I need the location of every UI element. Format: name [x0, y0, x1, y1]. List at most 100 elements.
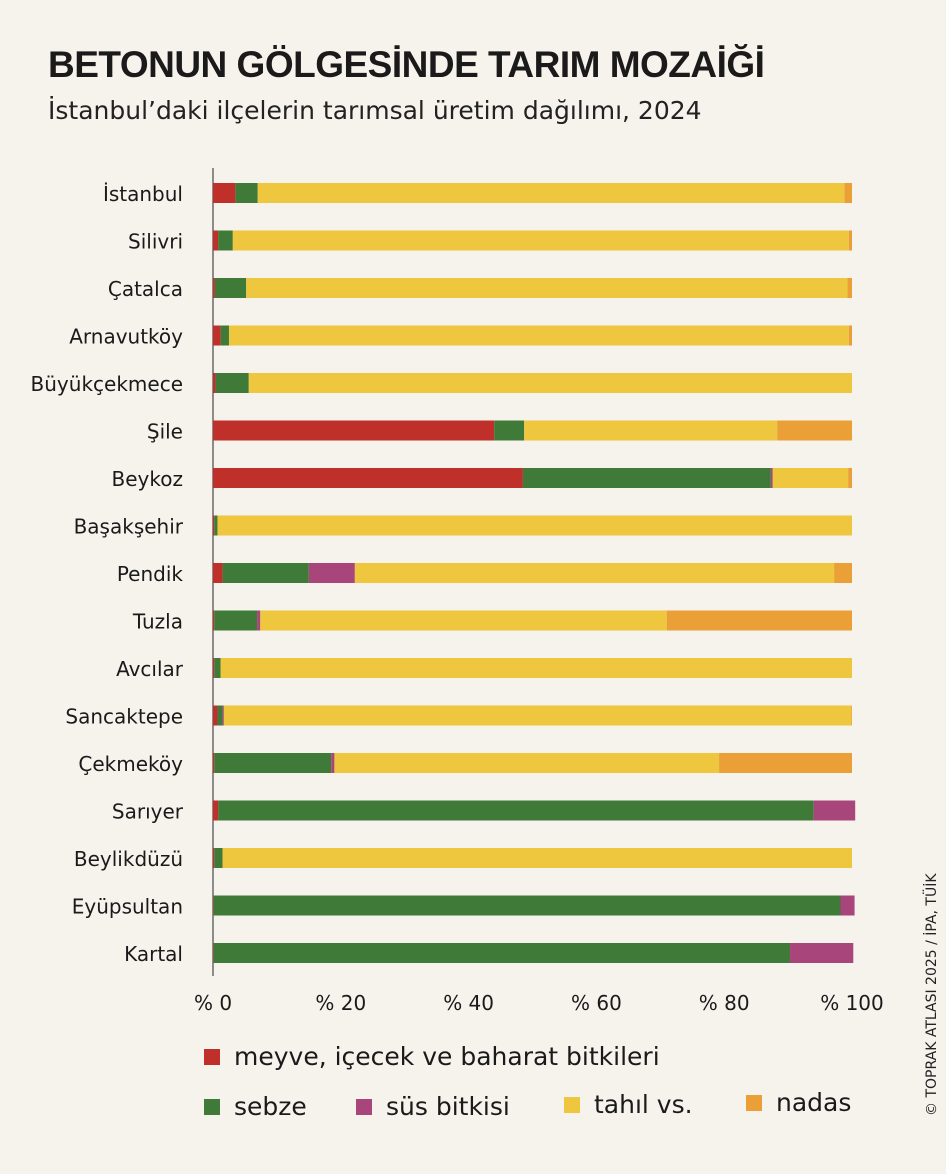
- bar-segment-tahil: [772, 468, 849, 488]
- bar-segment-meyve: [213, 848, 215, 868]
- bar-segment-sebze: [522, 468, 771, 488]
- bar-segment-meyve: [213, 230, 219, 251]
- category-label: Avcılar: [116, 657, 184, 681]
- category-label: Pendik: [117, 562, 184, 586]
- bar-segment-nadas: [666, 610, 852, 631]
- category-label: Kartal: [124, 942, 183, 966]
- category-label: Çatalca: [108, 277, 183, 301]
- bar-segment-meyve: [213, 278, 215, 298]
- legend-label-sus: süs bitkisi: [386, 1092, 510, 1121]
- bar-segment-nadas: [851, 705, 852, 726]
- bar-segment-sus: [790, 943, 854, 963]
- bar-segment-sebze: [222, 563, 309, 583]
- category-label: Şile: [147, 420, 183, 444]
- legend-item-sebze: sebze: [204, 1092, 307, 1121]
- bar-segment-meyve: [213, 420, 495, 441]
- bar-segment-tahil: [246, 278, 848, 298]
- bar-segment-meyve: [213, 895, 214, 916]
- bar-segment-nadas: [777, 420, 852, 441]
- bar-segment-sus: [222, 705, 224, 726]
- x-tick-label: % 40: [443, 991, 494, 1015]
- legend-item-nadas: nadas: [746, 1088, 851, 1117]
- legend-item-meyve: meyve, içecek ve baharat bitkileri: [204, 1042, 660, 1071]
- legend-swatch-sus: [356, 1098, 372, 1115]
- bar-segment-sebze: [213, 895, 841, 916]
- source-credit: © TOPRAK ATLASI 2025 / İPA, TÜİK: [924, 873, 940, 1116]
- category-label: Silivri: [128, 230, 183, 254]
- bar-segment-sebze: [214, 515, 218, 536]
- bar-segment-meyve: [213, 610, 215, 631]
- chart-title: BETONUN GÖLGESİNDE TARIM MOZAİĞİ: [48, 44, 765, 85]
- bar-segment-tahil: [260, 610, 667, 631]
- bar-segment-nadas: [847, 278, 852, 298]
- bar-segment-nadas: [848, 468, 852, 488]
- legend-swatch-meyve: [204, 1048, 220, 1065]
- bar-segment-sus: [308, 563, 355, 583]
- category-label: Eyüpsultan: [72, 895, 183, 919]
- category-label: Sancaktepe: [65, 705, 183, 729]
- bar-segment-meyve: [213, 705, 218, 726]
- category-label: Büyükçekmece: [31, 372, 183, 396]
- bar-segment-meyve: [213, 515, 215, 536]
- bar-segment-sebze: [215, 373, 249, 393]
- x-tick-label: % 20: [315, 991, 366, 1015]
- legend-item-tahil: tahıl vs.: [564, 1090, 693, 1119]
- category-label: Sarıyer: [112, 800, 184, 824]
- bar-segment-meyve: [213, 325, 221, 346]
- legend-label-nadas: nadas: [776, 1088, 852, 1117]
- bar-segment-sebze: [214, 278, 247, 298]
- bar-segment-sus: [840, 895, 855, 916]
- legend-item-sus: süs bitkisi: [356, 1092, 510, 1121]
- bar-segment-tahil: [228, 325, 849, 346]
- legend-label-tahil: tahıl vs.: [594, 1090, 693, 1119]
- legend-label-sebze: sebze: [234, 1092, 307, 1121]
- bar-segment-sebze: [220, 325, 229, 346]
- bar-segment-meyve: [213, 800, 219, 821]
- bar-segment-sebze: [214, 848, 223, 868]
- bar-segment-sebze: [494, 420, 525, 441]
- x-tick-label: % 60: [571, 991, 622, 1015]
- bar-segment-tahil: [223, 705, 852, 726]
- bar-segment-sebze: [214, 658, 221, 678]
- bar-segment-nadas: [844, 183, 852, 203]
- bar-segment-sebze: [214, 753, 332, 773]
- bar-segment-sebze: [218, 230, 233, 251]
- bar-segment-tahil: [334, 753, 720, 773]
- bar-segment-tahil: [222, 848, 852, 868]
- bar-segment-meyve: [213, 753, 215, 773]
- bar-segment-sebze: [213, 943, 791, 963]
- bar-segment-nadas: [719, 753, 852, 773]
- category-label: Tuzla: [132, 610, 183, 634]
- bar-segment-tahil: [248, 373, 852, 393]
- bar-segment-nadas: [848, 230, 852, 251]
- bar-segment-tahil: [524, 420, 778, 441]
- bar-segment-tahil: [257, 183, 845, 203]
- bar-segment-sebze: [235, 183, 258, 203]
- bar-segment-meyve: [213, 183, 236, 203]
- x-tick-label: % 80: [699, 991, 750, 1015]
- category-label: Çekmeköy: [78, 752, 183, 776]
- bar-segment-meyve: [213, 563, 223, 583]
- legend-swatch-tahil: [564, 1096, 580, 1113]
- bar-segment-meyve: [213, 943, 214, 963]
- bar-segment-sebze: [218, 800, 814, 821]
- bar-segment-meyve: [213, 658, 215, 678]
- bar-segment-sebze: [217, 705, 223, 726]
- category-label: Başakşehir: [74, 515, 184, 539]
- category-label: İstanbul: [103, 182, 183, 206]
- legend-label-meyve: meyve, içecek ve baharat bitkileri: [234, 1042, 660, 1071]
- bar-segment-nadas: [848, 325, 852, 346]
- bar-segment-nadas: [834, 563, 852, 583]
- category-label: Arnavutköy: [69, 325, 183, 349]
- chart-subtitle: İstanbul’daki ilçelerin tarımsal üretim …: [48, 96, 702, 125]
- stacked-bar-chart: İstanbul Silivri Çatalca Arnavutköy Büyükçek…: [31, 168, 884, 1015]
- bar-segment-tahil: [354, 563, 835, 583]
- bar-segment-sebze: [214, 610, 258, 631]
- category-label: Beylikdüzü: [74, 847, 183, 871]
- bar-segment-meyve: [213, 468, 523, 488]
- bar-segment-sus: [257, 610, 261, 631]
- x-tick-label: % 100: [820, 991, 884, 1015]
- x-tick-label: % 0: [194, 991, 232, 1015]
- category-label: Beykoz: [112, 467, 183, 491]
- bar-segment-meyve: [213, 373, 216, 393]
